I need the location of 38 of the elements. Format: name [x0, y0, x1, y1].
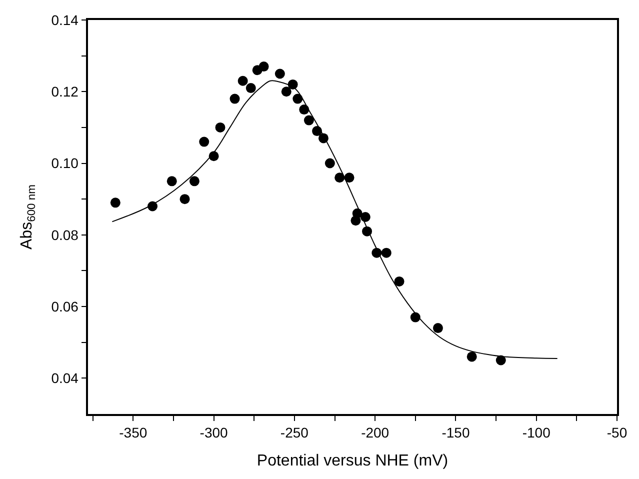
x-tick-label: -350 [119, 424, 148, 441]
point [432, 323, 443, 334]
y-tick-label: 0.12 [51, 84, 79, 100]
point [334, 172, 345, 183]
point [110, 198, 120, 208]
point [344, 172, 354, 183]
point [199, 136, 210, 147]
text: 0.10 [51, 155, 78, 172]
point [292, 94, 303, 104]
point [394, 276, 404, 286]
x-tick-label: -300 [200, 424, 228, 441]
point [189, 176, 200, 186]
y-tick-label: 0.08 [51, 226, 79, 243]
point [258, 62, 269, 72]
x-tick-label: -100 [522, 424, 551, 441]
point [230, 94, 240, 104]
point [281, 86, 292, 97]
y-tick-label: 0.14 [51, 12, 79, 28]
point [246, 83, 256, 94]
point [299, 104, 310, 115]
x-tick-label: -250 [280, 424, 309, 441]
point [215, 122, 226, 132]
point [238, 76, 248, 86]
x-tick-label: -200 [361, 424, 390, 441]
point [166, 176, 177, 186]
point [496, 355, 506, 366]
y-tick-label: 0.04 [51, 370, 79, 386]
point [466, 352, 477, 362]
x-tick-label: -150 [442, 424, 470, 441]
x-axis-title: Potential versus NHE (mV) [256, 452, 448, 470]
point [274, 68, 285, 79]
point [324, 158, 335, 168]
point [350, 216, 361, 226]
x-tick-label: -50 [606, 424, 628, 441]
point [180, 194, 190, 204]
text: 0.06 [51, 298, 78, 314]
point [381, 248, 392, 258]
point [304, 115, 314, 126]
